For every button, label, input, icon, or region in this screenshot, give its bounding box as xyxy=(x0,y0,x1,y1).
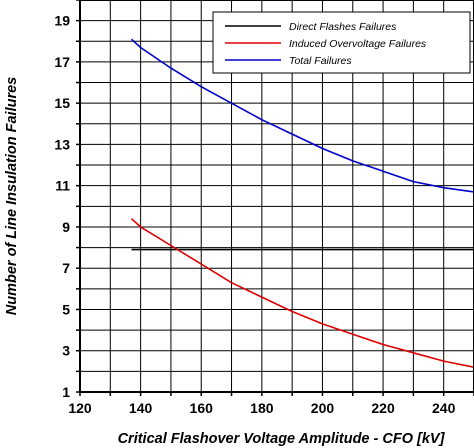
plot-frame xyxy=(79,0,474,393)
legend: Direct Flashes Failures Induced Overvolta… xyxy=(212,11,471,74)
legend-label-1: Direct Flashes Failures xyxy=(289,21,397,33)
y-tick-label: 5 xyxy=(62,301,70,317)
y-tick-label: 3 xyxy=(62,343,70,359)
x-tick-label: 240 xyxy=(432,400,456,416)
y-tick-label: 7 xyxy=(62,260,70,276)
x-tick-label: 160 xyxy=(190,400,214,416)
x-tick-label: 200 xyxy=(311,400,335,416)
y-tick-label: 19 xyxy=(54,13,70,29)
x-tick-labels: 120 140 160 180 200 220 240 xyxy=(68,400,455,416)
series-line-2 xyxy=(130,218,474,368)
x-tick-label: 120 xyxy=(68,400,92,416)
legend-label-3: Total Failures xyxy=(289,55,352,67)
y-axis-title: Number of Line Insulation Failures xyxy=(4,77,20,315)
series-lines xyxy=(130,38,474,368)
y-tick-label: 13 xyxy=(54,136,70,152)
y-tick-label: 1 xyxy=(62,384,70,400)
x-axis-title: Critical Flashover Voltage Amplitude - C… xyxy=(118,431,446,447)
y-tick-label: 9 xyxy=(62,219,70,235)
x-tick-label: 180 xyxy=(250,400,274,416)
series-line-3 xyxy=(130,38,474,193)
y-tick-label: 15 xyxy=(54,95,70,111)
y-tick-label: 17 xyxy=(54,54,70,70)
x-tick-label: 220 xyxy=(371,400,395,416)
legend-label-2: Induced Overvoltage Failures xyxy=(289,38,427,50)
x-tick-label: 140 xyxy=(129,400,153,416)
y-tick-label: 11 xyxy=(55,178,70,194)
